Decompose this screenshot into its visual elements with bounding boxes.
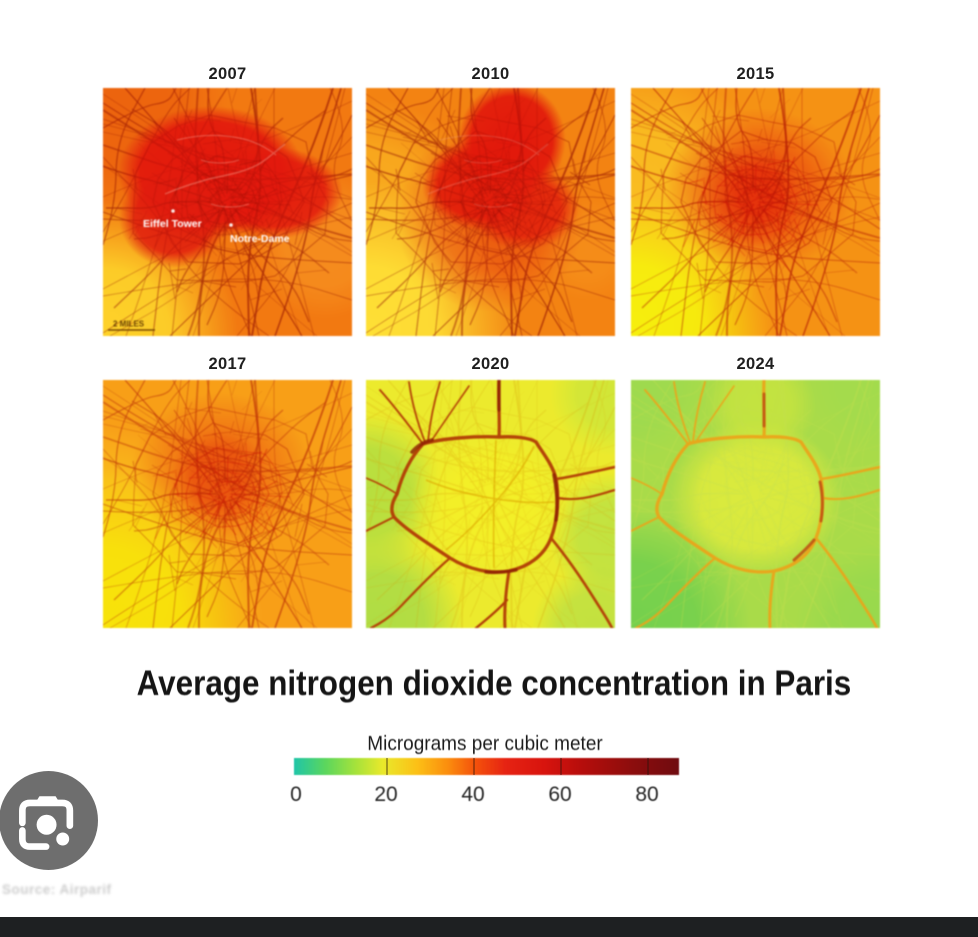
svg-text:2 MILES: 2 MILES — [113, 320, 145, 329]
svg-text:Eiffel Tower: Eiffel Tower — [143, 218, 202, 230]
svg-text:Notre-Dame: Notre-Dame — [230, 233, 290, 245]
